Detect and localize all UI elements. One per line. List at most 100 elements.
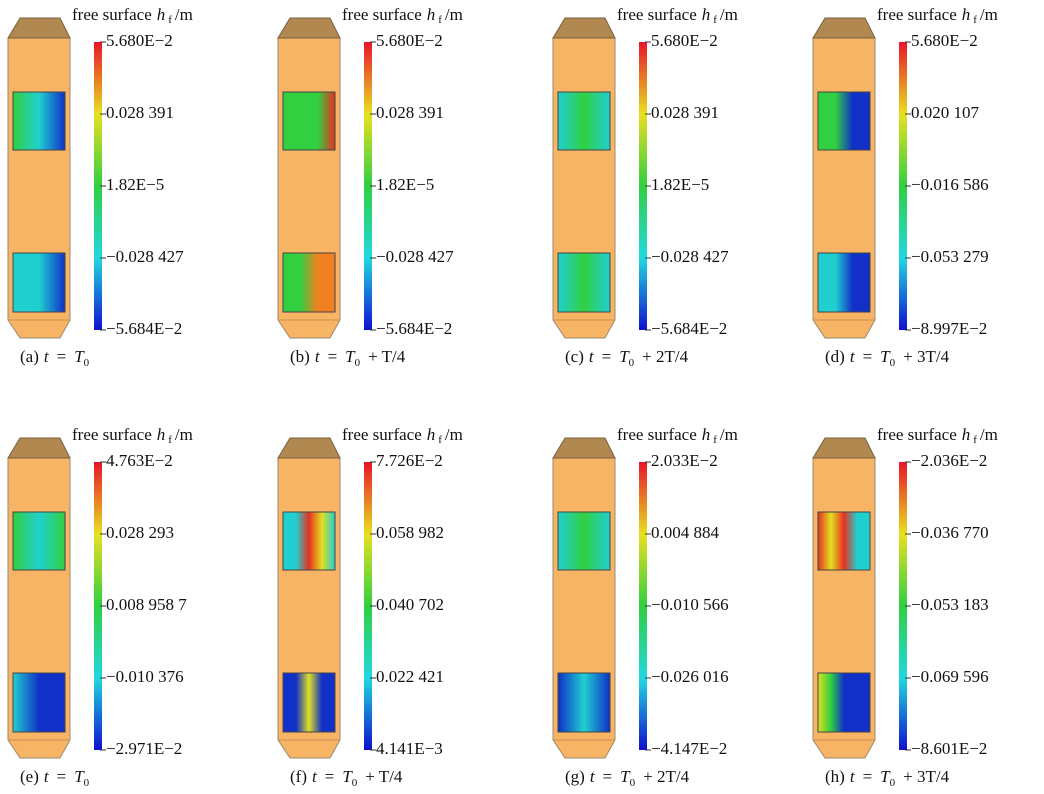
caption-eq: = <box>602 347 612 366</box>
title-sub: f <box>713 14 717 26</box>
column-top <box>278 438 340 458</box>
colorbar-title: free surface hf/m <box>617 425 738 446</box>
title-text: free surface <box>72 425 152 444</box>
column-top <box>553 438 615 458</box>
caption-eq: = <box>57 347 67 366</box>
colorbar-label: 4.763E−2 <box>106 451 173 470</box>
caption-sub: 0 <box>84 777 90 789</box>
window <box>13 673 65 732</box>
title-unit: /m <box>720 425 738 444</box>
colorbar-title: free surfacehf/m <box>72 425 193 446</box>
colorbar-label: 2.033E−2 <box>651 451 718 470</box>
colorbar-title: free surfacehf/m <box>877 425 998 446</box>
title-unit: /m <box>175 5 193 24</box>
title-var: h <box>702 425 711 444</box>
colorbar-label: −5.684E−2 <box>651 319 727 338</box>
colorbar-label: 0.022 421 <box>376 667 444 686</box>
column-top <box>553 18 615 38</box>
colorbar-label: 4.141E−3 <box>376 739 443 758</box>
caption-lhs: t <box>590 767 596 786</box>
caption-tag: (a) <box>20 347 39 366</box>
title-text: free surface <box>617 425 697 444</box>
caption-sub: 0 <box>630 777 636 789</box>
title-unit: /m <box>980 5 998 24</box>
caption: (e)t=T0 <box>20 767 90 789</box>
window <box>13 512 65 570</box>
window <box>818 253 870 312</box>
colorbar-label: 0.020 107 <box>911 103 980 122</box>
colorbar-label: 0.008 958 7 <box>106 595 187 614</box>
window <box>283 673 335 732</box>
window <box>818 92 870 150</box>
title-sub: f <box>713 434 717 446</box>
title-var: h <box>962 5 971 24</box>
colorbar-label: 1.82E−5 <box>106 175 164 194</box>
caption-tag: (d) <box>825 347 845 366</box>
colorbar-label: −0.010 376 <box>106 667 184 686</box>
caption: (b)t=T0+ T/4 <box>290 347 406 369</box>
colorbar-label: 0.028 293 <box>106 523 174 542</box>
panel: 7.726E−20.058 9820.040 7020.022 4214.141… <box>278 425 463 789</box>
caption: (d)t=T0+ 3T/4 <box>825 347 950 369</box>
caption-sub: 0 <box>890 357 896 369</box>
colorbar-label: −0.028 427 <box>376 247 454 266</box>
window <box>558 253 610 312</box>
title-unit: /m <box>980 425 998 444</box>
colorbar-label: −2.971E−2 <box>106 739 182 758</box>
caption-eq: = <box>863 347 873 366</box>
caption-lhs: t <box>315 347 321 366</box>
caption-lhs: t <box>850 767 856 786</box>
title-unit: /m <box>175 425 193 444</box>
colorbar-label: 5.680E−2 <box>911 31 978 50</box>
caption-tag: (g) <box>565 767 585 786</box>
colorbar-label: −0.016 586 <box>911 175 989 194</box>
caption-rest: + 2T/4 <box>643 767 689 786</box>
colorbar-label: −2.036E−2 <box>911 451 987 470</box>
colorbar-label: −0.010 566 <box>651 595 729 614</box>
title-sub: f <box>438 434 442 446</box>
colorbar-label: −5.684E−2 <box>106 319 182 338</box>
title-text: free surface <box>617 5 697 24</box>
colorbar-label: −0.028 427 <box>651 247 729 266</box>
colorbar-title: free surfacehf/m <box>342 425 463 446</box>
caption: (c)t=T0+ 2T/4 <box>565 347 689 369</box>
window <box>283 253 335 312</box>
window <box>13 92 65 150</box>
window <box>558 673 610 732</box>
window <box>558 512 610 570</box>
title-text: free surface <box>877 5 957 24</box>
colorbar-label: 0.058 982 <box>376 523 444 542</box>
title-text: free surface <box>342 425 422 444</box>
title-sub: f <box>168 434 172 446</box>
caption-lhs: t <box>44 347 50 366</box>
caption-tag: (e) <box>20 767 39 786</box>
caption-sub: 0 <box>629 357 635 369</box>
colorbar-label: 0.004 884 <box>651 523 720 542</box>
panel: 5.680E−20.020 107−0.016 586−0.053 279−8.… <box>813 5 998 369</box>
title-text: free surface <box>72 5 152 24</box>
colorbar-label: 7.726E−2 <box>376 451 443 470</box>
colorbar-label: 1.82E−5 <box>651 175 709 194</box>
colorbar-label: −0.069 596 <box>911 667 989 686</box>
column-top <box>8 18 70 38</box>
panel: 4.763E−2 0.028 293 0.008 958 7 −0.010 376 −2… <box>8 425 193 789</box>
colorbar-label: −0.053 279 <box>911 247 989 266</box>
title-var: h <box>427 5 436 24</box>
colorbar-title: free surfacehf/m <box>342 5 463 26</box>
window <box>818 673 870 732</box>
window <box>283 92 335 150</box>
caption-eq: = <box>328 347 338 366</box>
caption-tag: (c) <box>565 347 584 366</box>
caption-sub: 0 <box>355 357 361 369</box>
caption-sub: 0 <box>352 777 358 789</box>
panel: −2.036E−2−0.036 770−0.053 183−0.069 596−… <box>813 425 998 789</box>
caption-tag: (f) <box>290 767 307 786</box>
caption-rest: + 3T/4 <box>903 347 949 366</box>
title-unit: /m <box>720 5 738 24</box>
caption-eq: = <box>863 767 873 786</box>
column-top <box>278 18 340 38</box>
colorbar-label: −5.684E−2 <box>376 319 452 338</box>
colorbar-label: 5.680E−2 <box>651 31 718 50</box>
